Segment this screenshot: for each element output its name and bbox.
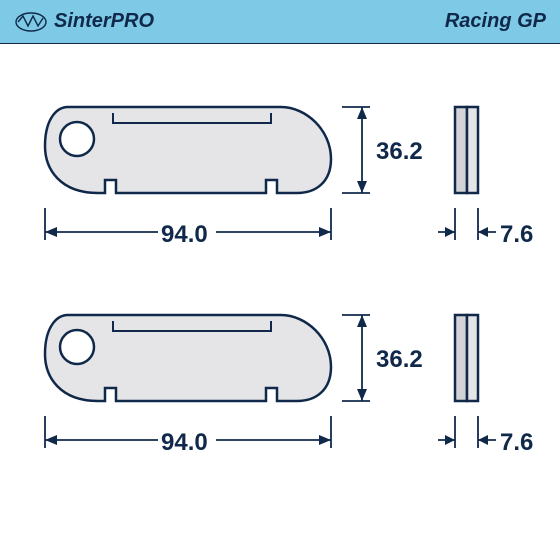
pad1-width-label: 94.0 bbox=[161, 221, 208, 249]
pad2-thickness-label: 7.6 bbox=[500, 429, 533, 457]
pad2-thickness-dimension bbox=[436, 412, 506, 462]
brand-logo-icon bbox=[14, 11, 48, 33]
pad1-thickness-label: 7.6 bbox=[500, 221, 533, 249]
brand-block: SinterPRO bbox=[14, 10, 154, 33]
pad2-width-label: 94.0 bbox=[161, 429, 208, 457]
pad1-thickness-dimension bbox=[436, 204, 506, 254]
brake-pad-2-face bbox=[38, 302, 338, 412]
header-bar: SinterPRO Racing GP bbox=[0, 0, 560, 44]
pad2-height-dimension bbox=[340, 302, 380, 412]
diagram-canvas: 36.2 94.0 7.6 36.2 bbox=[0, 44, 560, 560]
brand-name: SinterPRO bbox=[54, 10, 154, 33]
brake-pad-2-side bbox=[450, 302, 490, 412]
product-line: Racing GP bbox=[445, 10, 546, 33]
pad1-height-dimension bbox=[340, 94, 380, 204]
brake-pad-1-side bbox=[450, 94, 490, 204]
pad2-height-label: 36.2 bbox=[376, 346, 423, 374]
pad1-height-label: 36.2 bbox=[376, 138, 423, 166]
brake-pad-1-face bbox=[38, 94, 338, 204]
